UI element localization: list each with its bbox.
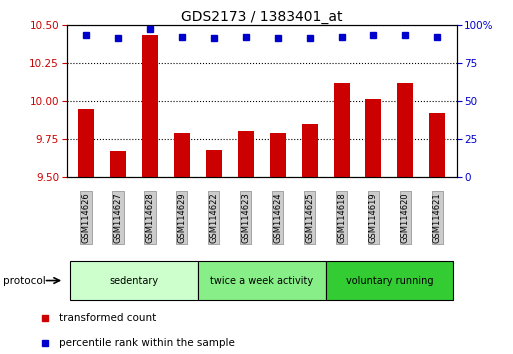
- Text: protocol: protocol: [3, 275, 45, 286]
- Bar: [198, 261, 326, 301]
- Bar: [78, 109, 94, 177]
- Bar: [326, 261, 453, 301]
- Text: sedentary: sedentary: [109, 275, 159, 286]
- Bar: [429, 113, 445, 177]
- Bar: [398, 82, 413, 177]
- Bar: [270, 133, 286, 177]
- Text: GSM114629: GSM114629: [177, 192, 186, 243]
- Text: GSM114622: GSM114622: [209, 192, 218, 243]
- Text: GSM114624: GSM114624: [273, 192, 282, 243]
- Bar: [142, 35, 158, 177]
- Bar: [70, 261, 198, 301]
- Text: GSM114625: GSM114625: [305, 192, 314, 243]
- Text: percentile rank within the sample: percentile rank within the sample: [58, 338, 234, 348]
- Text: voluntary running: voluntary running: [346, 275, 433, 286]
- Bar: [238, 131, 253, 177]
- Text: GSM114628: GSM114628: [145, 192, 154, 243]
- Bar: [365, 99, 382, 177]
- Bar: [174, 133, 190, 177]
- Bar: [333, 82, 349, 177]
- Text: GSM114618: GSM114618: [337, 192, 346, 243]
- Text: GSM114619: GSM114619: [369, 192, 378, 243]
- Bar: [110, 151, 126, 177]
- Text: transformed count: transformed count: [58, 313, 156, 323]
- Text: GSM114623: GSM114623: [241, 192, 250, 243]
- Text: GSM114620: GSM114620: [401, 192, 410, 243]
- Text: GSM114621: GSM114621: [433, 192, 442, 243]
- Text: GSM114627: GSM114627: [113, 192, 122, 243]
- Bar: [302, 124, 318, 177]
- Text: twice a week activity: twice a week activity: [210, 275, 313, 286]
- Text: GSM114626: GSM114626: [82, 192, 90, 243]
- Title: GDS2173 / 1383401_at: GDS2173 / 1383401_at: [181, 10, 342, 24]
- Bar: [206, 150, 222, 177]
